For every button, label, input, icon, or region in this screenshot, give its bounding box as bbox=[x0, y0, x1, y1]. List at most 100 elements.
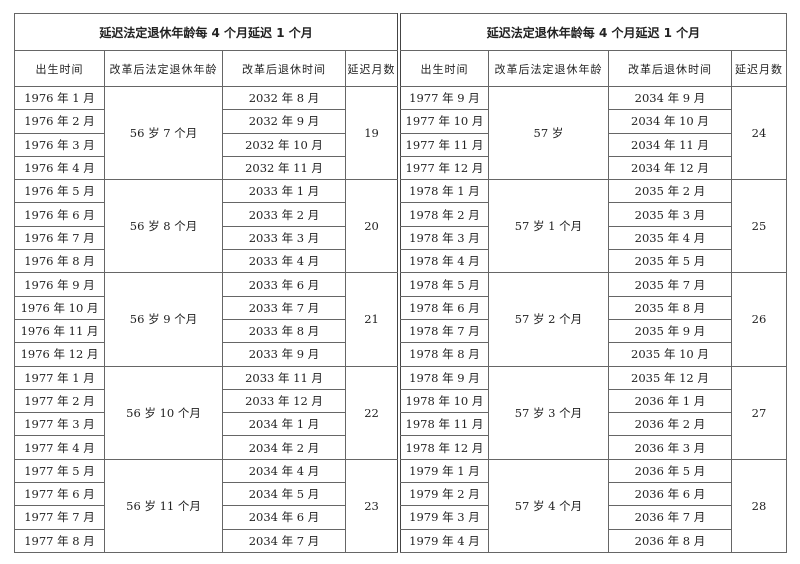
retirement-date-cell: 2035 年 3 月 bbox=[607, 202, 732, 227]
retirement-date-cell: 2032 年 8 月 bbox=[222, 85, 346, 111]
birth-date-cell: 1977 年 6 月 bbox=[14, 482, 105, 507]
header-delay-months: 延迟月数 bbox=[344, 50, 399, 87]
table-row: 1977 年 8 月 2034 年 7 月 bbox=[14, 528, 398, 553]
table-row: 1977 年 9 月 57 岁 2034 年 9 月 24 bbox=[399, 85, 788, 181]
retirement-date-cell: 2035 年 8 月 bbox=[607, 295, 732, 320]
retirement-date-cell: 2035 年 2 月 bbox=[607, 179, 732, 204]
retirement-date-cell: 2033 年 2 月 bbox=[222, 202, 346, 227]
title-row: 延迟法定退休年龄每 4 个月延迟 1 个月 bbox=[399, 13, 788, 51]
birth-date-cell: 1977 年 8 月 bbox=[14, 528, 105, 553]
retirement-date-cell: 2032 年 10 月 bbox=[222, 132, 346, 157]
retirement-date-cell: 2035 年 7 月 bbox=[607, 272, 732, 297]
retirement-age-cell: 57 岁 2 个月 bbox=[487, 272, 609, 367]
birth-date-cell: 1978 年 9 月 bbox=[399, 365, 489, 390]
header-birth-date: 出生时间 bbox=[399, 50, 489, 87]
table-row: 1976 年 6 月 2033 年 2 月 bbox=[14, 202, 398, 227]
birth-date-cell: 1979 年 1 月 bbox=[399, 458, 489, 484]
header-row: 出生时间 改革后法定退休年龄 改革后退休时间 延迟月数 bbox=[14, 50, 399, 87]
table-row: 1976 年 8 月 2033 年 4 月 bbox=[14, 249, 398, 274]
birth-date-cell: 1978 年 12 月 bbox=[399, 435, 489, 460]
birth-date-cell: 1976 年 3 月 bbox=[14, 132, 105, 157]
retirement-date-cell: 2034 年 6 月 bbox=[222, 505, 346, 530]
retirement-date-cell: 2036 年 8 月 bbox=[607, 528, 732, 553]
retirement-date-cell: 2035 年 12 月 bbox=[607, 365, 732, 390]
birth-date-cell: 1977 年 1 月 bbox=[14, 365, 105, 390]
table-row: 1976 年 11 月 2033 年 8 月 bbox=[14, 318, 398, 344]
retirement-date-cell: 2033 年 12 月 bbox=[222, 388, 346, 414]
retirement-date-cell: 2036 年 6 月 bbox=[607, 482, 732, 507]
retirement-age-cell: 57 岁 1 个月 bbox=[487, 179, 609, 274]
birth-date-cell: 1976 年 5 月 bbox=[14, 179, 105, 204]
retirement-date-cell: 2033 年 4 月 bbox=[222, 249, 346, 274]
retirement-age-cell: 57 岁 3 个月 bbox=[487, 365, 609, 460]
birth-date-cell: 1977 年 2 月 bbox=[14, 388, 105, 414]
table-row: 1976 年 10 月 2033 年 7 月 bbox=[14, 295, 398, 320]
retirement-date-cell: 2036 年 7 月 bbox=[607, 505, 732, 530]
retirement-age-cell: 56 岁 7 个月 bbox=[104, 85, 223, 181]
delay-months-cell: 21 bbox=[344, 272, 399, 367]
retirement-table-right: 延迟法定退休年龄每 4 个月延迟 1 个月 出生时间 改革后法定退休年龄 改革后退休时… bbox=[399, 13, 788, 553]
retirement-date-cell: 2035 年 9 月 bbox=[607, 318, 732, 344]
birth-date-cell: 1976 年 1 月 bbox=[14, 85, 105, 111]
retirement-age-cell: 56 岁 11 个月 bbox=[104, 458, 223, 553]
table-row: 1977 年 5 月 56 岁 11 个月 2034 年 4 月 23 bbox=[14, 458, 399, 553]
retirement-age-cell: 57 岁 4 个月 bbox=[487, 458, 609, 553]
retirement-date-cell: 2036 年 1 月 bbox=[607, 388, 732, 414]
birth-date-cell: 1978 年 7 月 bbox=[399, 318, 489, 344]
birth-date-cell: 1978 年 1 月 bbox=[399, 179, 489, 204]
table-row: 1978 年 6 月 2035 年 8 月 bbox=[399, 295, 786, 320]
retirement-date-cell: 2033 年 3 月 bbox=[222, 225, 346, 251]
table-row: 1977 年 2 月 2033 年 12 月 bbox=[14, 388, 398, 414]
table-row: 1977 年 4 月 2034 年 2 月 bbox=[14, 435, 398, 460]
table-row: 1977 年 7 月 2034 年 6 月 bbox=[14, 505, 398, 530]
delay-months-cell: 26 bbox=[730, 272, 788, 367]
table-row: 1977 年 1 月 56 岁 10 个月 2033 年 11 月 22 bbox=[14, 365, 399, 460]
table-row: 1979 年 2 月 2036 年 6 月 bbox=[399, 482, 786, 507]
birth-date-cell: 1978 年 10 月 bbox=[399, 388, 489, 414]
table-row: 1979 年 4 月 2036 年 8 月 bbox=[399, 528, 786, 553]
table-row: 1979 年 1 月 57 岁 4 个月 2036 年 5 月 28 bbox=[399, 458, 788, 553]
retirement-date-cell: 2036 年 2 月 bbox=[607, 412, 732, 437]
birth-date-cell: 1979 年 3 月 bbox=[399, 505, 489, 530]
header-new-retirement-date: 改革后退休时间 bbox=[607, 50, 732, 87]
delay-months-cell: 20 bbox=[344, 179, 399, 274]
retirement-date-cell: 2033 年 9 月 bbox=[222, 342, 346, 367]
table-row: 1977 年 11 月 2034 年 11 月 bbox=[399, 132, 786, 157]
delay-months-cell: 22 bbox=[344, 365, 399, 460]
title-row: 延迟法定退休年龄每 4 个月延迟 1 个月 bbox=[13, 13, 399, 51]
retirement-date-cell: 2034 年 7 月 bbox=[222, 528, 346, 553]
retirement-date-cell: 2035 年 10 月 bbox=[607, 342, 732, 367]
table-row: 1977 年 10 月 2034 年 10 月 bbox=[399, 109, 786, 134]
retirement-date-cell: 2034 年 12 月 bbox=[607, 155, 732, 181]
retirement-date-cell: 2035 年 5 月 bbox=[607, 249, 732, 274]
table-row: 1976 年 7 月 2033 年 3 月 bbox=[14, 225, 398, 251]
retirement-date-cell: 2034 年 5 月 bbox=[222, 482, 346, 507]
retirement-date-cell: 2033 年 11 月 bbox=[222, 365, 346, 390]
retirement-date-cell: 2033 年 7 月 bbox=[222, 295, 346, 320]
birth-date-cell: 1976 年 8 月 bbox=[14, 249, 105, 274]
retirement-date-cell: 2033 年 1 月 bbox=[222, 179, 346, 204]
birth-date-cell: 1977 年 4 月 bbox=[14, 435, 105, 460]
retirement-date-cell: 2034 年 1 月 bbox=[222, 412, 346, 437]
birth-date-cell: 1976 年 4 月 bbox=[14, 155, 105, 181]
retirement-date-cell: 2036 年 5 月 bbox=[607, 458, 732, 484]
table-row: 1976 年 4 月 2032 年 11 月 bbox=[14, 155, 398, 181]
retirement-date-cell: 2036 年 3 月 bbox=[607, 435, 732, 460]
header-birth-date: 出生时间 bbox=[14, 50, 105, 87]
birth-date-cell: 1978 年 5 月 bbox=[399, 272, 489, 297]
birth-date-cell: 1978 年 6 月 bbox=[399, 295, 489, 320]
birth-date-cell: 1977 年 11 月 bbox=[399, 132, 489, 157]
delay-months-cell: 19 bbox=[344, 85, 399, 181]
birth-date-cell: 1977 年 9 月 bbox=[399, 85, 489, 111]
table-row: 1978 年 3 月 2035 年 4 月 bbox=[399, 225, 786, 251]
retirement-age-cell: 56 岁 10 个月 bbox=[104, 365, 223, 460]
retirement-age-cell: 57 岁 bbox=[487, 85, 609, 181]
birth-date-cell: 1978 年 8 月 bbox=[399, 342, 489, 367]
table-row: 1978 年 8 月 2035 年 10 月 bbox=[399, 342, 786, 367]
birth-date-cell: 1977 年 12 月 bbox=[399, 155, 489, 181]
retirement-date-cell: 2033 年 8 月 bbox=[222, 318, 346, 344]
delay-months-cell: 23 bbox=[344, 458, 399, 553]
birth-date-cell: 1976 年 10 月 bbox=[14, 295, 105, 320]
table-row: 1978 年 7 月 2035 年 9 月 bbox=[399, 318, 786, 344]
birth-date-cell: 1979 年 2 月 bbox=[399, 482, 489, 507]
